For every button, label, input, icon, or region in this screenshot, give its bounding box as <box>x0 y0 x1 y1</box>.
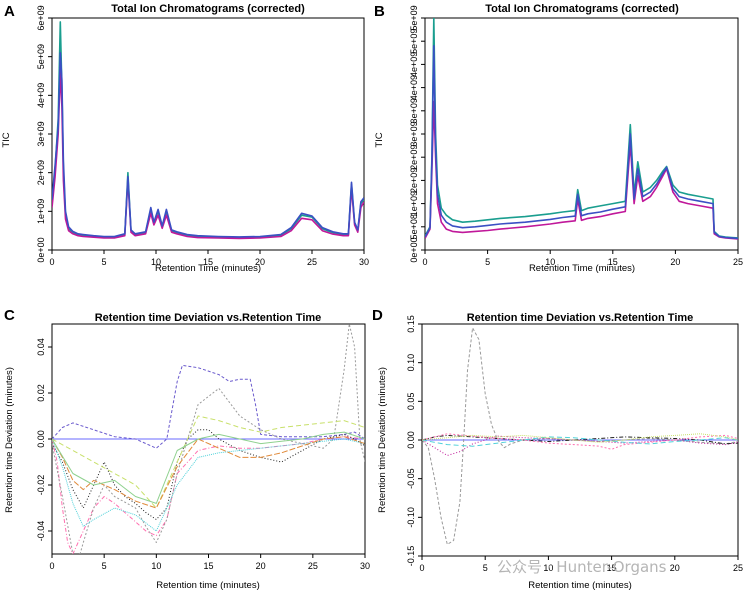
panel-b-y-tick-label: 5e+09 <box>409 29 419 54</box>
panel-a-x-tick-label: 5 <box>101 257 106 267</box>
panel-d-series-sample-2 <box>422 435 738 456</box>
panel-c-title: Retention time Deviation vs.Retention Ti… <box>95 312 322 324</box>
panel-a-y-tick-label: 0e+00 <box>36 237 46 262</box>
panel-d-y-tick-label: 0.00 <box>406 431 416 449</box>
panel-b-series-sample-3 <box>425 44 738 240</box>
panel-b-x-axis-label: Retention Time (minutes) <box>529 263 635 274</box>
panel-a-y-axis-label: TIC <box>1 132 12 147</box>
panel-d-x-tick-label: 25 <box>733 563 743 573</box>
panel-b-x-tick-label: 20 <box>670 257 680 267</box>
panel-b-x-tick-label: 0 <box>422 257 427 267</box>
panel-d-title: Retention time Deviation vs.Retention Ti… <box>467 312 694 324</box>
panel-d-y-tick-label: 0.10 <box>406 354 416 372</box>
panel-c-series-sample-6 <box>52 438 365 532</box>
panel-a-label: A <box>4 3 15 20</box>
panel-b-label: B <box>374 3 385 20</box>
panel-d-x-axis-label: Retention time (minutes) <box>528 580 631 591</box>
panel-a-title: Total Ion Chromatograms (corrected) <box>111 3 305 15</box>
panel-d-y-axis-label: Retention time Deviation (minutes) <box>377 367 388 513</box>
panel-a-y-tick-label: 3e+09 <box>36 121 46 146</box>
panel-b-y-tick-label: 3e+09 <box>409 121 419 146</box>
panel-b-y-axis-label: TIC <box>374 132 385 147</box>
panel-d-y-tick-label: -0.15 <box>406 546 416 567</box>
panel-d-series-sample-5 <box>422 436 738 447</box>
panel-a-y-tick-label: 2e+09 <box>36 160 46 185</box>
panel-c-y-tick-label: -0.04 <box>36 521 46 542</box>
panel-a-series-sample-2 <box>52 71 364 240</box>
panel-b-y-tick-label: 2e+09 <box>409 145 419 170</box>
panel-c-y-tick-label: 0.04 <box>36 338 46 356</box>
watermark-text: 公众号 · Hunter-Organs <box>497 558 667 576</box>
panel-d-y-tick-label: 0.05 <box>406 393 416 411</box>
panel-c-y-tick-label: 0.00 <box>36 430 46 448</box>
panel-a-series-sample-1 <box>52 21 364 239</box>
panel-d-y-tick-label: -0.05 <box>406 468 416 489</box>
panel-c-x-tick-label: 15 <box>203 561 213 571</box>
panel-a-x-axis-label: Retention Time (minutes) <box>155 263 261 274</box>
panel-c-x-tick-label: 30 <box>360 561 370 571</box>
panel-b-x-tick-label: 25 <box>733 257 743 267</box>
panel-a-x-tick-label: 10 <box>151 257 161 267</box>
panel-b-series-sample-1 <box>425 18 738 239</box>
panel-c-x-tick-label: 25 <box>308 561 318 571</box>
panel-b-y-tick-label: 5e+09 <box>409 5 419 30</box>
panel-a-y-tick-label: 5e+09 <box>36 44 46 69</box>
panel-b-y-tick-label: 4e+09 <box>409 52 419 77</box>
panel-b-series-sample-2 <box>425 100 738 240</box>
panel-d-series-sample-6 <box>422 433 738 443</box>
panel-c-x-axis-label: Retention time (minutes) <box>156 580 259 591</box>
panel-c-x-tick-label: 0 <box>49 561 54 571</box>
panel-b-y-tick-label: 4e+09 <box>409 75 419 100</box>
panel-b-x-tick-label: 10 <box>545 257 555 267</box>
panel-c-x-tick-label: 10 <box>151 561 161 571</box>
panel-c-series-sample-8 <box>52 431 365 504</box>
panel-b-y-tick-label: 5e+08 <box>409 214 419 239</box>
panel-c-x-tick-label: 20 <box>256 561 266 571</box>
panel-d-x-tick-label: 0 <box>419 563 424 573</box>
panel-d-x-tick-label: 15 <box>607 563 617 573</box>
panel-a-y-tick-label: 1e+09 <box>36 199 46 224</box>
panel-c-y-tick-label: -0.02 <box>36 475 46 496</box>
panel-c-series-sample-7 <box>52 436 365 509</box>
panel-c-y-axis-label: Retention time Deviation (minutes) <box>4 367 15 513</box>
panel-a-y-tick-label: 4e+09 <box>36 83 46 108</box>
panel-b-x-tick-label: 15 <box>608 257 618 267</box>
panel-d-series-sample-3 <box>422 434 738 445</box>
panel-d-x-tick-label: 10 <box>543 563 553 573</box>
panel-c-series-sample-5 <box>52 415 365 509</box>
panel-b-y-tick-label: 1e+09 <box>409 191 419 216</box>
panel-a-x-tick-label: 15 <box>203 257 213 267</box>
panel-d-x-tick-label: 5 <box>483 563 488 573</box>
panel-b-title: Total Ion Chromatograms (corrected) <box>485 3 679 15</box>
panel-a-x-tick-label: 0 <box>49 257 54 267</box>
panel-d-y-tick-label: 0.15 <box>406 315 416 333</box>
panel-b-y-tick-label: 2e+09 <box>409 168 419 193</box>
panel-d-x-tick-label: 20 <box>670 563 680 573</box>
panel-a-x-tick-label: 30 <box>359 257 369 267</box>
panel-b-y-tick-label: 3e+09 <box>409 98 419 123</box>
panel-c-label: C <box>4 307 15 324</box>
panel-c-y-tick-label: 0.02 <box>36 384 46 402</box>
panel-c-series-sample-1 <box>52 364 365 449</box>
panel-a-series-sample-3 <box>52 51 364 238</box>
panel-c-x-tick-label: 5 <box>102 561 107 571</box>
panel-a-y-tick-label: 6e+09 <box>36 5 46 30</box>
panel-c-series-sample-4 <box>52 324 365 554</box>
panel-d-series-sample-4 <box>422 433 738 450</box>
panel-a-plot-frame <box>51 17 365 251</box>
panel-a-x-tick-label: 20 <box>255 257 265 267</box>
panel-a-x-tick-label: 25 <box>307 257 317 267</box>
panel-d-y-tick-label: -0.10 <box>406 507 416 528</box>
panel-b-x-tick-label: 5 <box>485 257 490 267</box>
panel-d-label: D <box>372 307 383 324</box>
panel-b-y-tick-label: 0e+00 <box>409 237 419 262</box>
panel-d-series-sample-1 <box>422 327 738 545</box>
